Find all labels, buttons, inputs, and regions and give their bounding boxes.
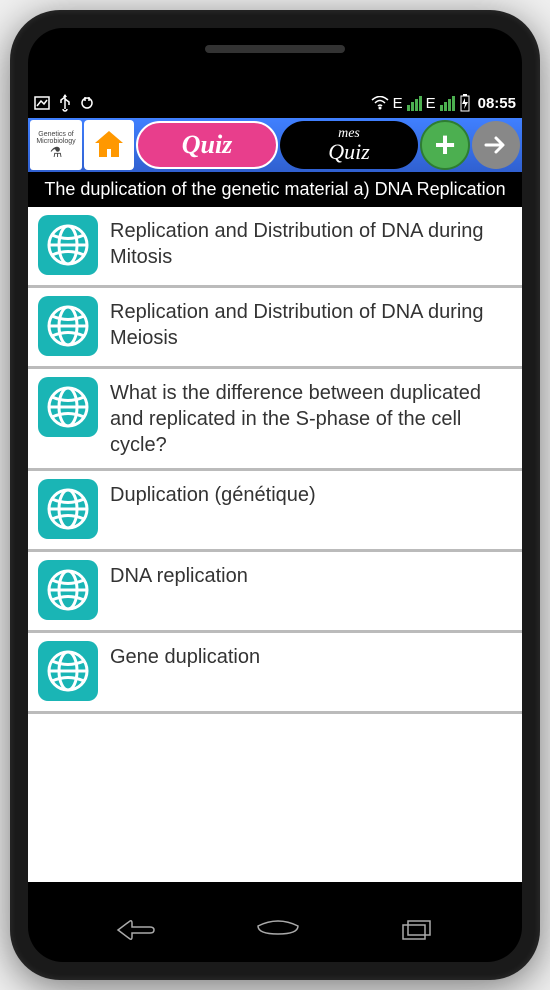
list-item[interactable]: Replication and Distribution of DNA duri… xyxy=(28,207,522,288)
globe-icon xyxy=(38,296,98,356)
logo-text: Genetics of Microbiology xyxy=(30,131,82,145)
status-bar: E E 08:55 xyxy=(28,88,522,118)
net-label-2: E xyxy=(426,95,436,112)
home-button[interactable] xyxy=(84,120,134,170)
quiz-label: Quiz xyxy=(182,130,233,160)
home-icon xyxy=(91,127,127,163)
phone-frame: E E 08:55 Genetics of Microbiology ⚗ xyxy=(10,10,540,980)
nav-back-button[interactable] xyxy=(116,918,156,942)
list-item-label: Replication and Distribution of DNA duri… xyxy=(110,296,512,351)
nav-recent-button[interactable] xyxy=(400,918,434,942)
phone-speaker xyxy=(205,45,345,53)
list-item-label: Duplication (génétique) xyxy=(110,479,512,508)
globe-icon xyxy=(38,479,98,539)
list-item-label: Gene duplication xyxy=(110,641,512,670)
plug-icon xyxy=(80,95,94,111)
app-logo[interactable]: Genetics of Microbiology ⚗ xyxy=(30,120,82,170)
image-icon xyxy=(34,95,50,111)
plus-icon: + xyxy=(434,124,455,166)
list-item[interactable]: DNA replication xyxy=(28,552,522,633)
list-item-label: DNA replication xyxy=(110,560,512,589)
signal-bars-2 xyxy=(440,95,455,111)
share-button[interactable] xyxy=(472,121,520,169)
usb-icon xyxy=(58,94,72,112)
add-button[interactable]: + xyxy=(420,120,470,170)
list-item[interactable]: Replication and Distribution of DNA duri… xyxy=(28,288,522,369)
list-item[interactable]: Gene duplication xyxy=(28,633,522,714)
clock: 08:55 xyxy=(478,95,516,112)
globe-icon xyxy=(38,377,98,437)
signal-bars-1 xyxy=(407,95,422,111)
quiz-button[interactable]: Quiz xyxy=(136,121,278,169)
dna-icon: ⚗ xyxy=(50,145,63,159)
screen: E E 08:55 Genetics of Microbiology ⚗ xyxy=(28,88,522,882)
toolbar: Genetics of Microbiology ⚗ Quiz mes Quiz… xyxy=(28,118,522,172)
globe-icon xyxy=(38,560,98,620)
status-right: E E 08:55 xyxy=(371,94,516,112)
globe-icon xyxy=(38,215,98,275)
page-title: The duplication of the genetic material … xyxy=(28,172,522,207)
share-icon xyxy=(482,131,510,159)
list-item-label: Replication and Distribution of DNA duri… xyxy=(110,215,512,270)
net-label-1: E xyxy=(393,95,403,112)
status-left xyxy=(34,94,94,112)
list-item[interactable]: What is the difference between duplicate… xyxy=(28,369,522,471)
battery-icon xyxy=(459,94,471,112)
my-quiz-bottom: Quiz xyxy=(328,141,370,163)
results-list[interactable]: Replication and Distribution of DNA duri… xyxy=(28,207,522,882)
android-nav xyxy=(28,918,522,942)
phone-inner: E E 08:55 Genetics of Microbiology ⚗ xyxy=(28,28,522,962)
globe-icon xyxy=(38,641,98,701)
my-quiz-button[interactable]: mes Quiz xyxy=(280,121,418,169)
nav-home-button[interactable] xyxy=(253,918,303,942)
list-item-label: What is the difference between duplicate… xyxy=(110,377,512,458)
wifi-icon xyxy=(371,96,389,110)
list-item[interactable]: Duplication (génétique) xyxy=(28,471,522,552)
